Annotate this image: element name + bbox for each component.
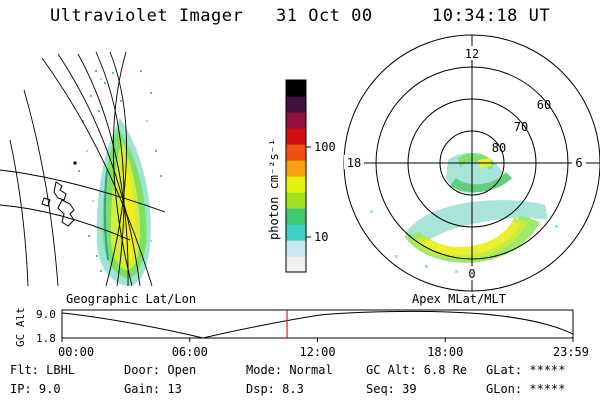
colorbar-gradient: [286, 80, 306, 273]
mlt-label-12: 12: [465, 47, 479, 61]
gain-info: Gain: 13: [124, 382, 182, 396]
colorbar-unit-label: photon cm⁻²s⁻¹: [267, 139, 281, 240]
timeline-ytick-low: 1.8: [36, 332, 56, 345]
mlat-label-80: 80: [492, 141, 506, 155]
ip-info: IP: 9.0: [10, 382, 61, 396]
colorbar: 100 10 photon cm⁻²s⁻¹: [267, 79, 336, 273]
gc-alt-info: GC Alt: 6.8 Re: [366, 363, 468, 377]
colorbar-band: [286, 224, 306, 241]
polar-panel: 12 18 6 0 60 70 80: [343, 34, 600, 292]
glon-info: GLon: *****: [486, 382, 566, 396]
dsp-info: Dsp: 8.3: [246, 382, 304, 396]
timeline-ylabel: GC Alt: [14, 307, 27, 347]
timeline-xticks: 00:00 06:00 12:00 18:00 23:59: [58, 338, 589, 359]
mlat-label-70: 70: [514, 120, 528, 134]
auroral-image-polar: [358, 152, 558, 273]
colorbar-band: [286, 144, 306, 161]
altitude-curve: [61, 310, 574, 339]
mlt-label-6: 6: [575, 156, 582, 170]
timeline-ytick-high: 9.0: [36, 308, 56, 321]
time-title: 10:34:18 UT: [432, 6, 551, 26]
colorbar-band: [286, 160, 306, 177]
colorbar-tick-100: 100: [314, 140, 336, 154]
timeline-xtick-label: 06:00: [172, 345, 208, 359]
timeline-xtick-label: 00:00: [58, 345, 94, 359]
coastline: [41, 161, 77, 227]
colorbar-band: [286, 80, 306, 97]
timeline-xtick-label: 12:00: [299, 345, 335, 359]
colorbar-band: [286, 256, 306, 273]
timeline-xtick-label: 23:59: [553, 345, 589, 359]
seq-info: Seq: 39: [366, 382, 417, 396]
colorbar-tick-10: 10: [314, 230, 328, 244]
colorbar-band: [286, 240, 306, 257]
timeline-xtick-label: 18:00: [427, 345, 463, 359]
right-panel-label: Apex MLat/MLT: [412, 292, 506, 306]
colorbar-band: [286, 128, 306, 145]
colorbar-band: [286, 96, 306, 113]
left-panel-label: Geographic Lat/Lon: [66, 292, 196, 306]
colorbar-band: [286, 208, 306, 225]
colorbar-band: [286, 192, 306, 209]
colorbar-band: [286, 112, 306, 129]
instrument-title: Ultraviolet Imager: [50, 6, 244, 26]
map-grid-lines: [0, 51, 165, 286]
polar-grid: [343, 34, 600, 292]
glat-info: GLat: *****: [486, 363, 566, 377]
mode-info: Mode: Normal: [246, 363, 333, 377]
date-title: 31 Oct 00: [276, 6, 373, 26]
filter-info: Flt: LBHL: [10, 363, 76, 377]
altitude-timeline: 9.0 1.8 GC Alt 00:00 06:00 12:00 18:00 23:59: [14, 307, 589, 359]
door-info: Door: Open: [124, 363, 197, 377]
mlat-label-60: 60: [537, 98, 551, 112]
geographic-panel: [0, 51, 165, 286]
mlt-label-0: 0: [468, 267, 475, 281]
mlt-label-18: 18: [347, 156, 361, 170]
colorbar-band: [286, 176, 306, 193]
